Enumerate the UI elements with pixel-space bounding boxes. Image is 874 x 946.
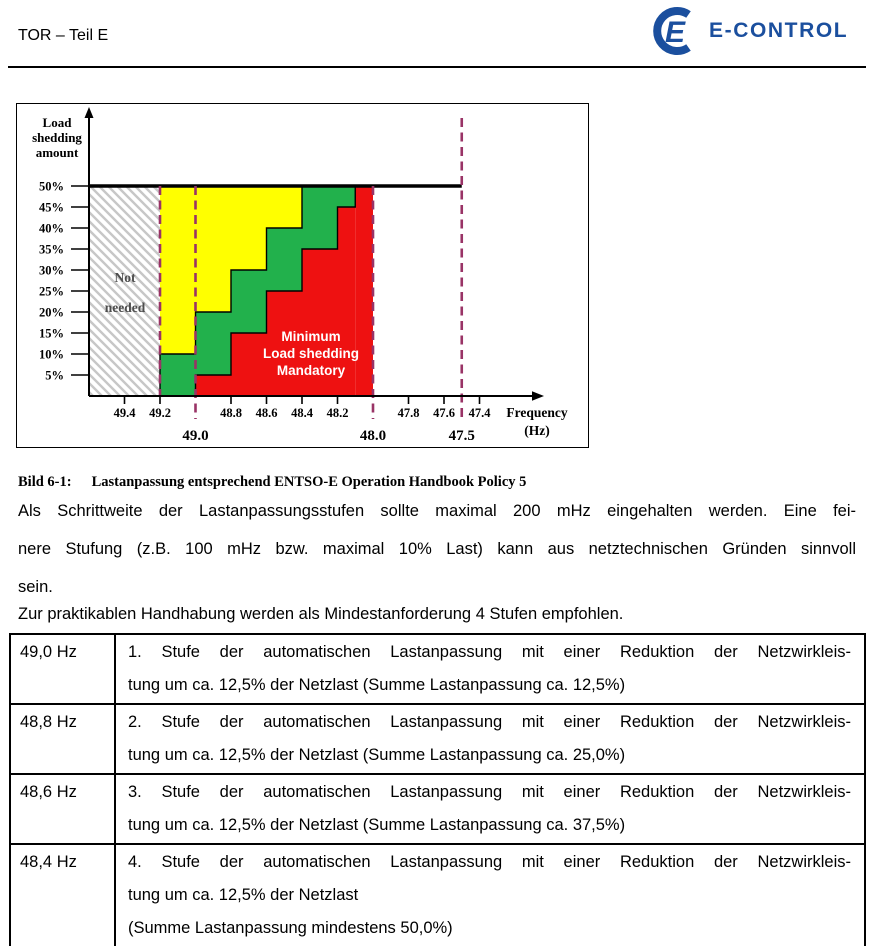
svg-text:50%: 50% — [39, 180, 64, 194]
svg-text:Minimum: Minimum — [281, 329, 340, 344]
description-line: tung um ca. 12,5% der Netzlast (Summe La… — [128, 676, 626, 694]
svg-text:Not: Not — [115, 270, 136, 285]
svg-text:40%: 40% — [39, 222, 64, 236]
body-text: Als Schrittweite der Lastanpassungsstufe… — [18, 492, 856, 633]
load-shedding-chart: 5% 10% 15% 20% 25% 30% 35% 40% 45% 50% 49.4 49.2 48.… — [32, 107, 568, 444]
frequency-value: 48,6 Hz — [20, 783, 77, 801]
svg-text:amount: amount — [36, 145, 79, 160]
e-control-logo-icon: E — [653, 7, 691, 55]
load-shedding-figure: 5% 10% 15% 20% 25% 30% 35% 40% 45% 50% 49.4 49.2 48.… — [16, 103, 589, 448]
table-row: 48,6 Hz 3. Stufe der automatischen Lasta… — [9, 773, 866, 845]
frequency-value: 48,4 Hz — [20, 853, 77, 871]
svg-text:47.6: 47.6 — [433, 406, 455, 420]
svg-text:Frequency: Frequency — [506, 405, 567, 420]
description-line: 3. Stufe der automatischen Lastanpassung… — [128, 783, 851, 801]
description-line: tung um ca. 12,5% der Netzlast — [128, 886, 359, 904]
svg-text:45%: 45% — [39, 201, 64, 215]
svg-text:35%: 35% — [39, 243, 64, 257]
description-line: 4. Stufe der automatischen Lastanpassung… — [128, 853, 851, 871]
table-cell-frequency: 48,4 Hz — [9, 843, 116, 946]
svg-text:needed: needed — [105, 300, 146, 315]
svg-text:Mandatory: Mandatory — [277, 363, 346, 378]
svg-text:47.4: 47.4 — [469, 406, 492, 420]
svg-text:47.8: 47.8 — [398, 406, 420, 420]
svg-text:48.6: 48.6 — [256, 406, 278, 420]
table-cell-description: 1. Stufe der automatischen Lastanpassung… — [114, 633, 866, 705]
svg-text:25%: 25% — [39, 285, 64, 299]
svg-text:48.4: 48.4 — [291, 406, 314, 420]
svg-text:49.4: 49.4 — [114, 406, 137, 420]
paragraph-line: sein. — [18, 578, 53, 596]
frequency-steps-table-wrap: 49,0 Hz 1. Stufe der automatischen Lasta… — [9, 633, 866, 946]
svg-text:15%: 15% — [39, 327, 64, 341]
table-cell-description: 2. Stufe der automatischen Lastanpassung… — [114, 703, 866, 775]
svg-text:(Hz): (Hz) — [524, 423, 549, 438]
header-divider — [8, 66, 866, 68]
description-line: tung um ca. 12,5% der Netzlast (Summe La… — [128, 746, 626, 764]
paragraph-line: nere Stufung (z.B. 100 mHz bzw. maximal … — [18, 540, 856, 558]
svg-text:10%: 10% — [39, 348, 64, 362]
table-cell-description: 3. Stufe der automatischen Lastanpassung… — [114, 773, 866, 845]
svg-text:Load: Load — [43, 115, 73, 130]
logo-letter: E — [665, 16, 686, 49]
frequency-steps-table: 49,0 Hz 1. Stufe der automatischen Lasta… — [9, 633, 866, 946]
page-title: TOR – Teil E — [18, 27, 109, 44]
svg-text:30%: 30% — [39, 264, 64, 278]
frequency-value: 48,8 Hz — [20, 713, 77, 731]
table-cell-description: 4. Stufe der automatischen Lastanpassung… — [114, 843, 866, 946]
figure-caption: Bild 6-1: Lastanpassung entsprechend ENTS… — [18, 474, 526, 491]
svg-text:48.0: 48.0 — [360, 428, 386, 444]
svg-text:48.8: 48.8 — [220, 406, 242, 420]
svg-text:20%: 20% — [39, 306, 64, 320]
table-cell-frequency: 48,8 Hz — [9, 703, 116, 775]
svg-text:49.2: 49.2 — [149, 406, 171, 420]
table-row: 48,4 Hz 4. Stufe der automatischen Lasta… — [9, 843, 866, 946]
table-cell-frequency: 48,6 Hz — [9, 773, 116, 845]
svg-text:shedding: shedding — [32, 130, 82, 145]
e-control-logo-text: E-CONTROL — [709, 19, 849, 42]
frequency-value: 49,0 Hz — [20, 643, 77, 661]
description-line: tung um ca. 12,5% der Netzlast (Summe La… — [128, 816, 626, 834]
figure-caption-label: Bild 6-1: — [18, 474, 72, 490]
table-cell-frequency: 49,0 Hz — [9, 633, 116, 705]
table-row: 49,0 Hz 1. Stufe der automatischen Lasta… — [9, 633, 866, 705]
svg-text:48.2: 48.2 — [327, 406, 349, 420]
table-row: 48,8 Hz 2. Stufe der automatischen Lasta… — [9, 703, 866, 775]
svg-text:5%: 5% — [45, 369, 64, 383]
svg-text:Load shedding: Load shedding — [263, 346, 359, 361]
description-line: 1. Stufe der automatischen Lastanpassung… — [128, 643, 851, 661]
svg-text:49.0: 49.0 — [182, 428, 208, 444]
e-control-logo: E E-CONTROL — [650, 6, 848, 56]
description-line: 2. Stufe der automatischen Lastanpassung… — [128, 713, 851, 731]
paragraph-line: Als Schrittweite der Lastanpassungsstufe… — [18, 502, 856, 520]
svg-text:47.5: 47.5 — [449, 428, 475, 444]
figure-caption-text: Lastanpassung entsprechend ENTSO-E Opera… — [91, 474, 527, 490]
description-line: (Summe Lastanpassung mindestens 50,0%) — [128, 919, 453, 937]
paragraph-line: Zur praktikablen Handhabung werden als M… — [18, 605, 624, 623]
